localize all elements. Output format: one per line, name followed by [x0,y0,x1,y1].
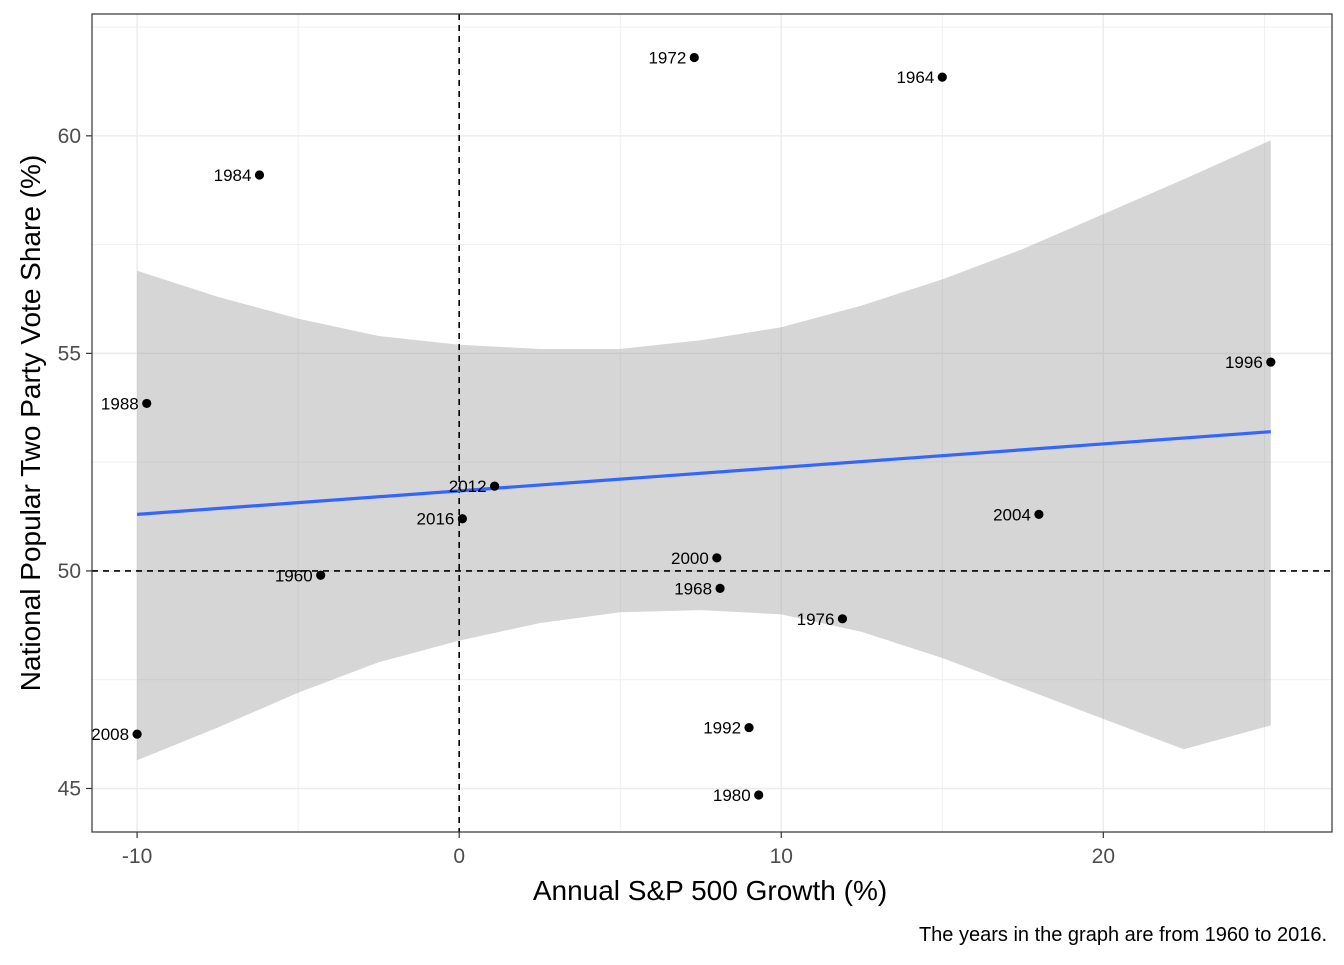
confidence-band [137,140,1271,761]
point-label: 2012 [449,477,487,496]
point-label: 2008 [91,725,129,744]
fit-line-layer [136,430,1271,516]
data-point [316,570,326,580]
regression-fit-line [136,430,1271,516]
panel-border [91,13,1333,833]
confidence-band-layer [137,140,1271,761]
point-label: 2004 [993,505,1031,524]
y-tick-label: 45 [58,777,81,800]
point-label: 1996 [1225,353,1263,372]
y-tick-label: 60 [58,125,81,148]
data-point [712,553,722,563]
y-tick-label: 50 [58,560,81,583]
point-label: 1968 [674,579,712,598]
x-tick-label: 10 [770,845,793,868]
point-label: 1964 [896,68,934,87]
point-label: 1988 [101,394,139,413]
point-label: 1976 [797,610,835,629]
x-tick-label: 20 [1092,845,1115,868]
data-point [1266,357,1276,367]
data-point [689,52,699,63]
chart-caption: The years in the graph are from 1960 to … [919,924,1327,946]
y-axis-title: National Popular Two Party Vote Share (%… [15,155,46,691]
point-label: 1980 [713,786,751,805]
point-label: 2000 [671,549,709,568]
y-tick-label: 55 [58,342,81,365]
x-tick-label: -10 [122,845,152,868]
data-point [142,398,152,409]
data-point [754,790,764,800]
x-tick-label: 0 [453,845,465,868]
point-label: 1992 [703,719,741,738]
point-label: 1972 [648,49,686,68]
y-axis-ticks: 45 50 55 60 [58,125,92,800]
x-axis-ticks: -10 0 10 20 [122,832,1115,868]
point-label: 1984 [214,166,252,185]
point-label: 2016 [417,510,455,529]
x-axis-title: Annual S&P 500 Growth (%) [533,875,887,906]
data-point [1034,509,1044,519]
reference-lines [92,14,1332,832]
data-point [132,729,142,739]
points-layer [132,52,1276,800]
data-point [715,583,725,593]
data-point [837,614,848,624]
data-point [937,72,947,82]
data-point [489,481,500,491]
point-label: 1960 [275,566,313,585]
data-point [254,170,265,180]
point-labels-layer: 1960 1964 1968 1972 1976 1980 1984 1988 1992 1996… [91,49,1263,806]
data-point [457,514,467,524]
data-point [744,722,754,733]
